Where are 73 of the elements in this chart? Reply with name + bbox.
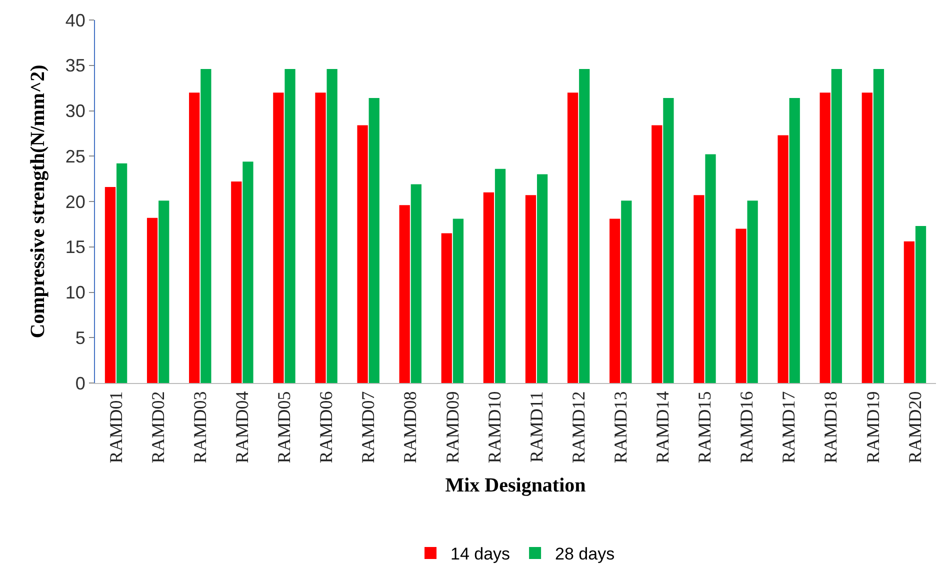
bar (410, 184, 422, 383)
y-tick-label: 30 (65, 101, 86, 122)
y-tick-label: 40 (65, 10, 86, 30)
bar (452, 218, 464, 383)
bar (579, 69, 590, 383)
x-tick-label: RAMD01 (106, 391, 126, 464)
bar (610, 218, 620, 383)
y-tick-label: 15 (65, 237, 86, 258)
bar (873, 69, 884, 383)
bar (494, 168, 506, 383)
bar (315, 92, 326, 383)
legend-label: 14 days (450, 544, 510, 564)
x-tick-label: RAMD02 (148, 391, 168, 464)
bar (621, 200, 632, 383)
bar (536, 174, 548, 383)
bar (820, 92, 830, 383)
bar (705, 154, 716, 383)
bar (831, 69, 842, 383)
bar (778, 135, 788, 383)
bar (116, 163, 128, 383)
x-tick-label: RAMD18 (820, 391, 841, 464)
x-tick-label: RAMD03 (190, 391, 210, 464)
bar (104, 186, 116, 383)
y-tick-label: 10 (65, 282, 86, 303)
x-tick-label: RAMD10 (484, 391, 504, 464)
bar (158, 200, 170, 383)
x-tick-label: RAMD09 (442, 391, 462, 464)
bar (441, 233, 452, 383)
x-tick-label: RAMD08 (400, 391, 420, 464)
bar (736, 228, 746, 383)
y-tick-label: 35 (65, 56, 86, 76)
bar (915, 226, 926, 383)
x-tick-label: RAMD14 (652, 391, 673, 464)
bar (357, 125, 368, 383)
y-tick-label: 25 (65, 146, 86, 166)
bar (747, 200, 758, 383)
x-tick-label: RAMD04 (232, 391, 252, 464)
bar (567, 92, 578, 383)
bar (483, 192, 494, 383)
x-tick-label: RAMD19 (862, 391, 883, 464)
bar (652, 125, 662, 383)
bar (399, 205, 410, 383)
x-tick-label: RAMD06 (316, 391, 336, 464)
y-tick-label: 5 (75, 328, 86, 348)
x-tick-label: RAMD11 (526, 391, 546, 463)
bar (663, 98, 674, 383)
bar (862, 92, 872, 383)
x-tick-label: RAMD15 (694, 391, 715, 464)
bar (200, 69, 212, 383)
x-tick-label: RAMD12 (568, 391, 588, 464)
bar (525, 195, 536, 383)
bar (789, 98, 800, 383)
y-axis-title: Compressive strength(N/mm^2) (26, 64, 49, 338)
bar (368, 98, 380, 383)
bar (694, 195, 704, 383)
bar (904, 241, 915, 383)
y-tick-label: 0 (75, 373, 86, 394)
x-tick-label: RAMD05 (274, 391, 294, 464)
legend-label: 28 days (555, 544, 615, 564)
x-tick-label: RAMD07 (358, 391, 378, 464)
bar (242, 162, 254, 383)
x-tick-label: RAMD17 (778, 391, 799, 464)
bar (273, 92, 284, 383)
bar (189, 92, 200, 383)
bar (231, 182, 242, 383)
x-tick-label: RAMD13 (610, 391, 630, 464)
x-tick-label: RAMD20 (904, 391, 925, 464)
x-tick-label: RAMD16 (736, 391, 757, 464)
bar (146, 218, 158, 383)
x-axis-title: Mix Designation (445, 474, 586, 497)
bar (326, 69, 338, 383)
y-tick-label: 20 (65, 192, 86, 212)
bar (284, 69, 296, 383)
